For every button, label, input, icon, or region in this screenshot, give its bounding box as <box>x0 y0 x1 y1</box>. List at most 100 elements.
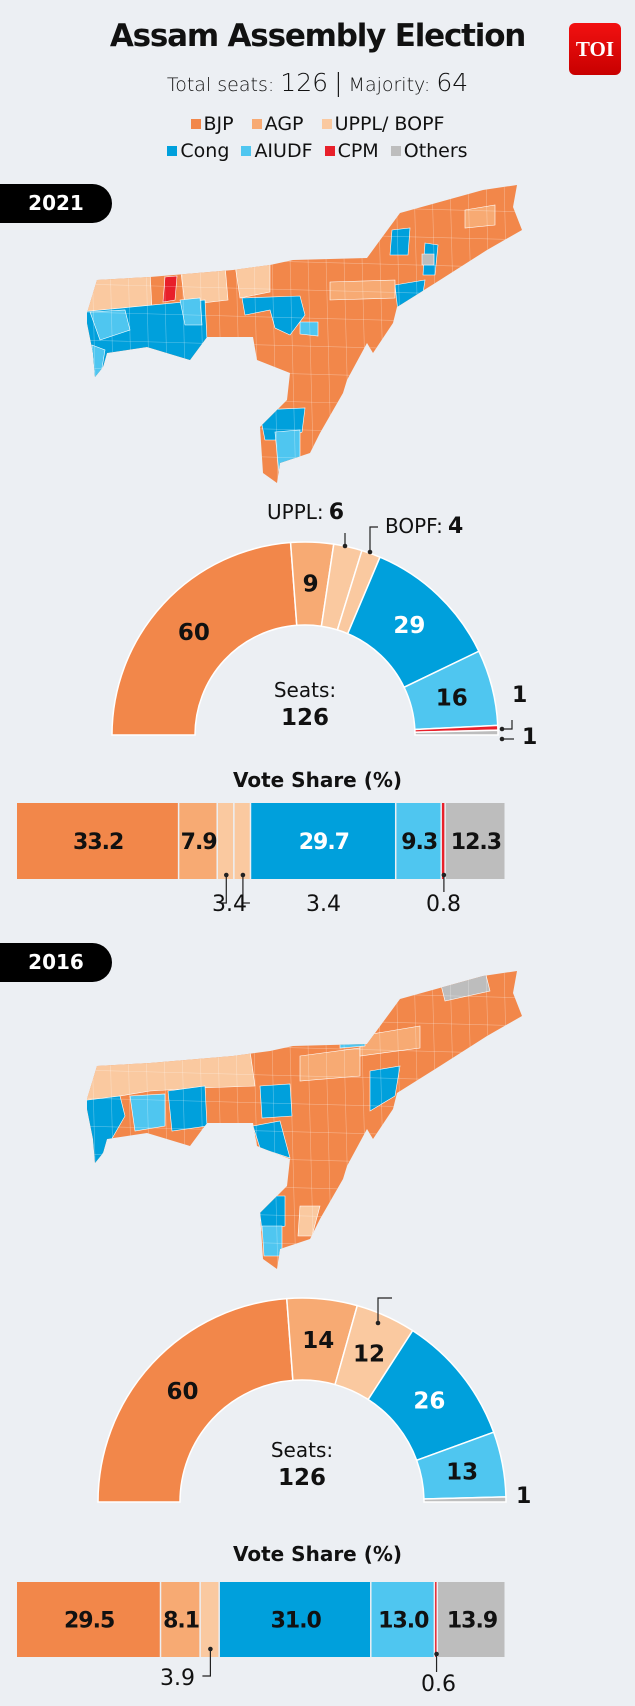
uppl-vote-callout <box>219 875 227 904</box>
seats-label-2016: Seats: <box>270 1438 334 1462</box>
bopf-callout-dot-2016 <box>375 1320 381 1326</box>
map-region-aiudf <box>179 297 203 326</box>
toi-logo: TOI <box>569 23 621 75</box>
legend-item-cpm: CPM <box>324 140 379 162</box>
map-region-cong <box>369 1065 401 1112</box>
separator: | <box>334 68 343 97</box>
donut-label-aiudf: 16 <box>436 686 468 712</box>
vote-label-others: 12.3 <box>451 830 501 855</box>
bopf-vote-label-2016: 3.9 <box>160 1666 195 1691</box>
donut-segment-others <box>423 1496 507 1503</box>
map-region-cong <box>259 1083 293 1119</box>
cpm-vote-label: 0.8 <box>426 892 461 917</box>
cpm-callout-line <box>502 720 513 730</box>
map-region-cong <box>389 227 411 256</box>
vote-bar-cong <box>251 803 395 879</box>
cpm-vote-label-2016: 0.6 <box>421 1672 456 1697</box>
vote-share-bar-2021: 33.2 7.9 29.7 9.3 12.3 <box>17 803 505 904</box>
legend-label: BJP <box>203 113 234 135</box>
map-region-agp <box>464 204 496 229</box>
assam-map-2021 <box>87 185 522 483</box>
donut-label-agp: 14 <box>302 1328 334 1354</box>
map-region-agp <box>299 1047 361 1082</box>
vote-bar-agp <box>179 803 217 879</box>
bopf-callout-label: BOPF: 4 <box>385 514 463 539</box>
others-callout-dot <box>499 736 505 742</box>
legend-item-agp: AGP <box>251 113 304 135</box>
bopf-vote-callout-2016 <box>202 1649 211 1677</box>
cpm-callout-dot <box>499 726 505 732</box>
others-seats-label: 1 <box>522 725 538 750</box>
cpm-vote-dot-2016 <box>434 1651 439 1657</box>
map-region-aiudf <box>129 1093 166 1132</box>
cpm-vote-dot <box>441 872 447 878</box>
map-region-cpm <box>162 275 178 303</box>
seats-total-2016: 126 <box>277 1465 326 1491</box>
uppl-vote-dot <box>223 872 229 878</box>
bopf-label: BOPF: <box>385 514 443 538</box>
vote-label-aiudf: 13.0 <box>378 1609 429 1634</box>
uppl-value: 6 <box>328 500 345 525</box>
year-badge-2021: 2021 <box>0 184 112 223</box>
vote-label-aiudf: 9.3 <box>401 830 437 855</box>
legend-swatch <box>390 146 401 156</box>
others-seats-label-2016: 1 <box>516 1484 532 1509</box>
legend-item-bjp: BJP <box>190 113 234 135</box>
vote-bar-bjp <box>17 803 178 879</box>
vote-label-bjp: 29.5 <box>64 1609 114 1634</box>
uppl-callout-label: UPPL: 6 <box>267 500 344 525</box>
bopf-value: 4 <box>447 514 464 539</box>
vote-bar-aiudf <box>396 803 441 879</box>
bopf-vote-dot-2016 <box>208 1646 213 1652</box>
legend-swatch <box>190 119 201 129</box>
year-badge-2016: 2016 <box>0 943 112 982</box>
donut-label-bjp: 60 <box>178 620 210 646</box>
legend-item-aiudf: AIUDF <box>241 140 313 162</box>
donut-label-bjp: 60 <box>167 1379 199 1405</box>
legend-swatch <box>251 119 262 129</box>
total-seats-value: 126 <box>280 68 329 97</box>
vote-bar-cpm <box>441 803 445 879</box>
legend-swatch <box>167 146 178 156</box>
map-region-agp <box>329 279 396 301</box>
page-title: Assam Assembly Election <box>109 18 527 54</box>
donut-label-cong: 26 <box>413 1388 445 1414</box>
bopf-vote-callout <box>242 875 250 904</box>
legend-swatch <box>241 146 252 156</box>
subtitle: Total seats: 126 | Majority: 64 <box>0 68 635 97</box>
donut-segment-bjp <box>97 1297 294 1503</box>
vote-bar-bjp <box>17 1582 160 1657</box>
cpm-seats-label: 1 <box>512 683 528 708</box>
map-region-cong <box>241 295 306 336</box>
vote-label-agp: 7.9 <box>181 830 217 855</box>
legend-label: CPM <box>337 140 379 162</box>
assam-map-2016 <box>87 971 522 1269</box>
total-seats-label: Total seats: <box>166 74 275 96</box>
bopf-callout-line-2016 <box>377 1297 392 1323</box>
vote-label-cong: 29.7 <box>299 830 349 855</box>
donut-label-bopf: 12 <box>353 1341 385 1367</box>
vote-bar-cong <box>219 1582 371 1657</box>
vote-bar-uppl <box>217 803 234 879</box>
bopf-callout-dot <box>367 549 373 555</box>
donut-label-cong: 29 <box>393 613 425 639</box>
map-region-agp <box>359 1025 421 1057</box>
legend-row-1: BJP AGP UPPL/ BOPF <box>0 113 635 135</box>
vote-bar-aiudf <box>371 1582 434 1657</box>
legend-label: Cong <box>180 140 230 162</box>
map-region-aiudf <box>89 309 131 341</box>
bopf-vote-dot <box>240 872 246 878</box>
vote-bar-cpm <box>435 1582 437 1657</box>
vote-label-others: 13.9 <box>447 1609 497 1634</box>
legend-label: Others <box>403 140 468 162</box>
vote-share-title-2021: Vote Share (%) <box>232 768 403 792</box>
donut-segment-bjp <box>111 541 298 736</box>
majority-value: 64 <box>436 68 469 97</box>
vote-label-bjp: 33.2 <box>73 830 123 855</box>
legend-row-2: Cong AIUDF CPM Others <box>0 140 635 162</box>
uppl-vote-label: 3.4 <box>212 892 247 917</box>
bopf-callout-line <box>369 526 378 552</box>
legend-item-uppl-bopf: UPPL/ BOPF <box>321 113 444 135</box>
donut-label-agp: 9 <box>303 572 319 598</box>
majority-label: Majority: <box>348 74 431 96</box>
